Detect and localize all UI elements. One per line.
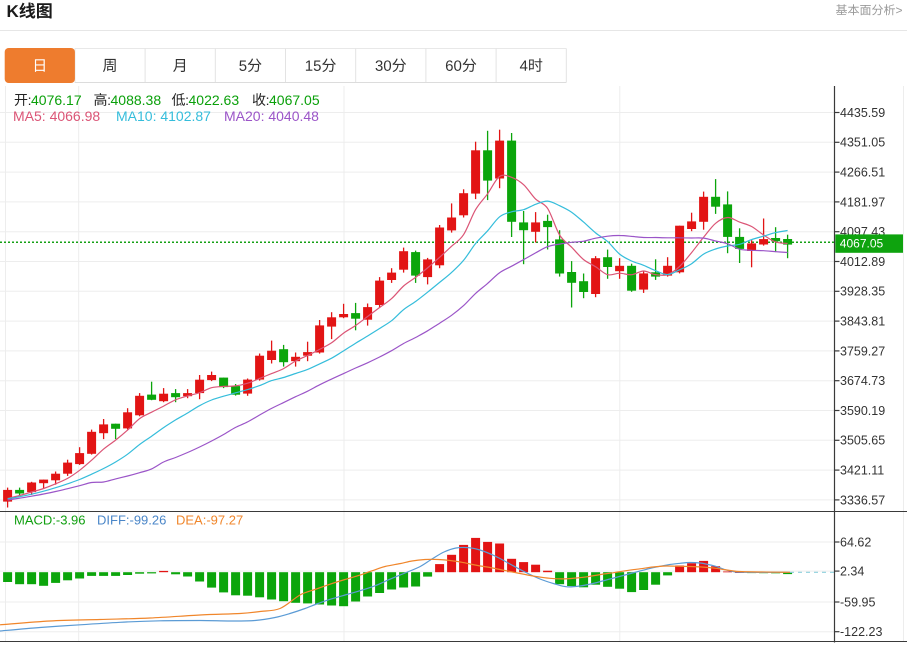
svg-text:4088.38: 4088.38 <box>111 92 162 108</box>
svg-text:DIFF:-99.26: DIFF:-99.26 <box>97 513 166 528</box>
svg-text::: : <box>266 92 270 108</box>
svg-text:4067.05: 4067.05 <box>269 92 320 108</box>
svg-text:4076.17: 4076.17 <box>31 92 82 108</box>
svg-text:-59.95: -59.95 <box>840 595 875 609</box>
svg-text:3505.65: 3505.65 <box>840 434 885 448</box>
svg-text:4351.05: 4351.05 <box>840 136 885 150</box>
svg-text:3674.73: 3674.73 <box>840 374 885 388</box>
svg-text:3421.11: 3421.11 <box>840 464 884 478</box>
svg-text:64.62: 64.62 <box>840 535 871 549</box>
svg-text:4435.59: 4435.59 <box>840 106 885 120</box>
svg-text:MA5: 4066.98: MA5: 4066.98 <box>13 108 100 124</box>
svg-text::: : <box>28 92 32 108</box>
svg-text:4067.05: 4067.05 <box>840 236 884 250</box>
svg-text:4266.51: 4266.51 <box>840 166 885 180</box>
svg-text:4022.63: 4022.63 <box>189 92 240 108</box>
svg-text:4181.97: 4181.97 <box>840 195 885 209</box>
svg-text:3590.19: 3590.19 <box>840 404 885 418</box>
svg-text::: : <box>107 92 111 108</box>
svg-text:MACD:-3.96: MACD:-3.96 <box>14 513 86 528</box>
svg-text:MA20: 4040.48: MA20: 4040.48 <box>224 108 319 124</box>
svg-text::: : <box>185 92 189 108</box>
svg-text:3928.35: 3928.35 <box>840 285 885 299</box>
svg-text:DEA:-97.27: DEA:-97.27 <box>176 513 243 528</box>
svg-text:3843.81: 3843.81 <box>840 315 885 329</box>
svg-text:-122.23: -122.23 <box>840 625 882 639</box>
svg-text:3336.57: 3336.57 <box>840 493 885 507</box>
svg-text:3759.27: 3759.27 <box>840 344 885 358</box>
svg-text:MA10: 4102.87: MA10: 4102.87 <box>116 108 211 124</box>
svg-text:4012.89: 4012.89 <box>840 255 885 269</box>
svg-text:2.34: 2.34 <box>840 565 864 579</box>
